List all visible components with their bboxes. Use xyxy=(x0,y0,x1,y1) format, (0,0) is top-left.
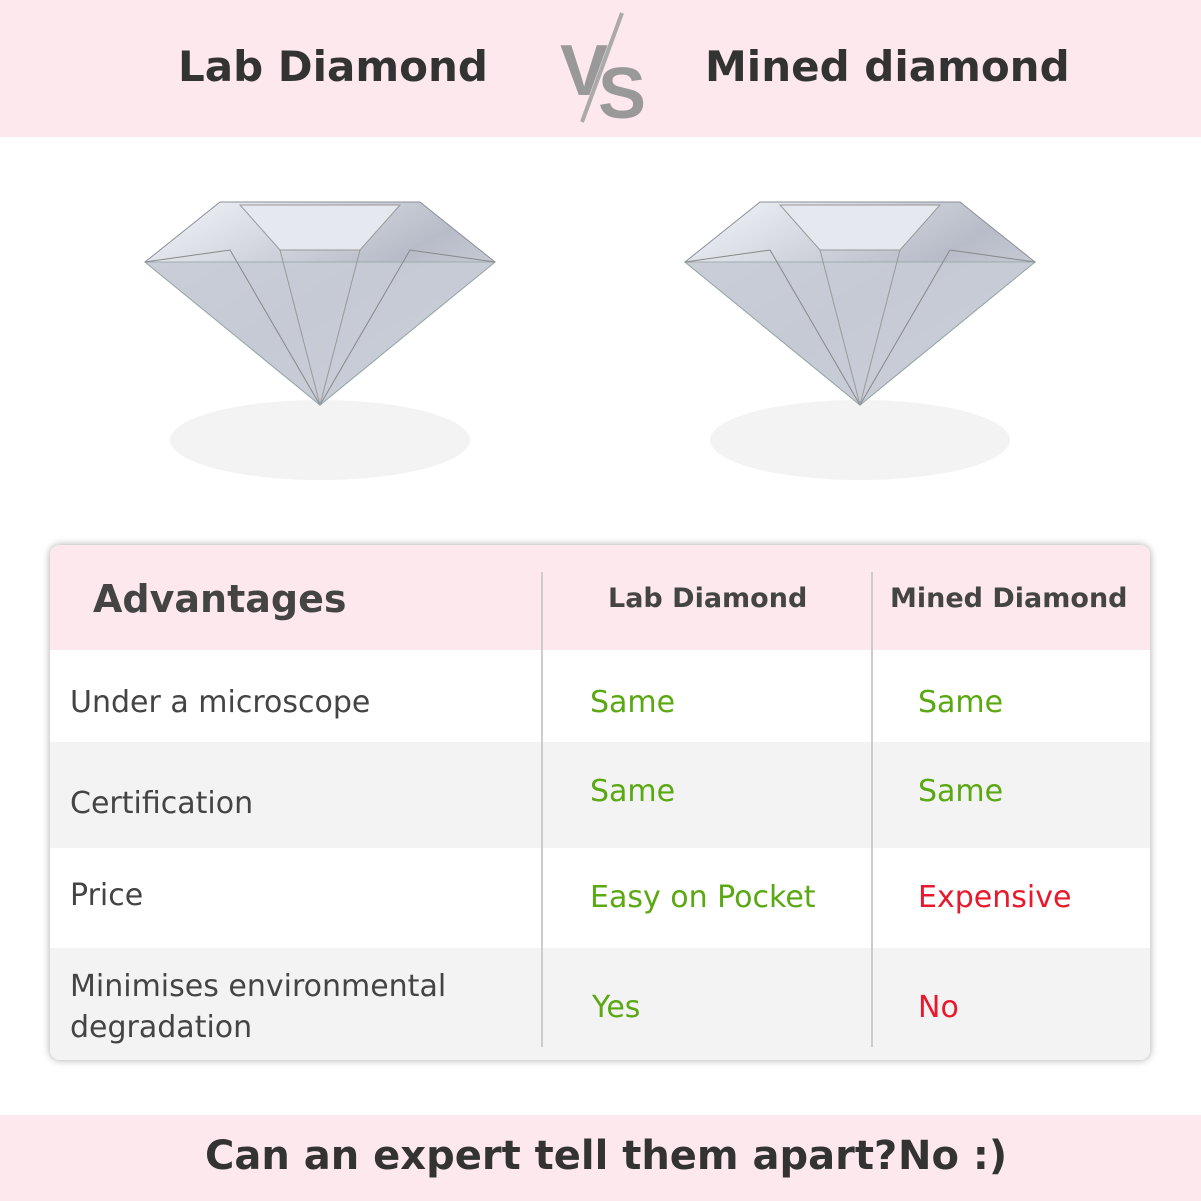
mined-diamond-image xyxy=(683,201,1037,480)
row-label: Price xyxy=(70,878,144,913)
header-mined-diamond: Mined Diamond xyxy=(890,583,1128,614)
lab-value: Same xyxy=(590,685,676,720)
mined-diamond-title: Mined diamond xyxy=(705,42,1070,91)
footer-banner xyxy=(0,1115,1201,1201)
mined-value: No xyxy=(918,990,959,1025)
table-row: Certification Same Same xyxy=(50,742,1150,848)
column-divider xyxy=(871,572,873,1047)
row-label: Minimises environmental degradation xyxy=(70,969,447,1045)
svg-text:S: S xyxy=(598,54,646,125)
vs-logo: V S xyxy=(560,12,646,125)
table-row: Under a microscope Same Same xyxy=(50,650,1150,742)
row-label: Under a microscope xyxy=(70,685,371,720)
mined-value: Expensive xyxy=(918,880,1072,915)
lab-value: Same xyxy=(590,774,676,809)
header-advantages: Advantages xyxy=(93,577,347,621)
table-row: Price Easy on Pocket Expensive xyxy=(50,848,1150,948)
lab-value: Yes xyxy=(592,990,641,1025)
table-row: Minimises environmental degradation Yes … xyxy=(50,948,1150,1060)
row-label: Certification xyxy=(70,786,254,821)
lab-diamond-image xyxy=(143,201,497,480)
header-lab-diamond: Lab Diamond xyxy=(608,583,808,614)
footer-question: Can an expert tell them apart? xyxy=(205,1133,898,1179)
mined-value: Same xyxy=(918,685,1004,720)
comparison-table: Advantages Lab Diamond Mined Diamond Und… xyxy=(50,545,1150,1060)
mined-value: Same xyxy=(918,774,1004,809)
lab-value: Easy on Pocket xyxy=(590,880,816,915)
column-divider xyxy=(541,572,543,1047)
footer-answer: No :) xyxy=(898,1133,1008,1179)
lab-diamond-title: Lab Diamond xyxy=(178,42,488,91)
table-header: Advantages Lab Diamond Mined Diamond xyxy=(50,545,1150,650)
